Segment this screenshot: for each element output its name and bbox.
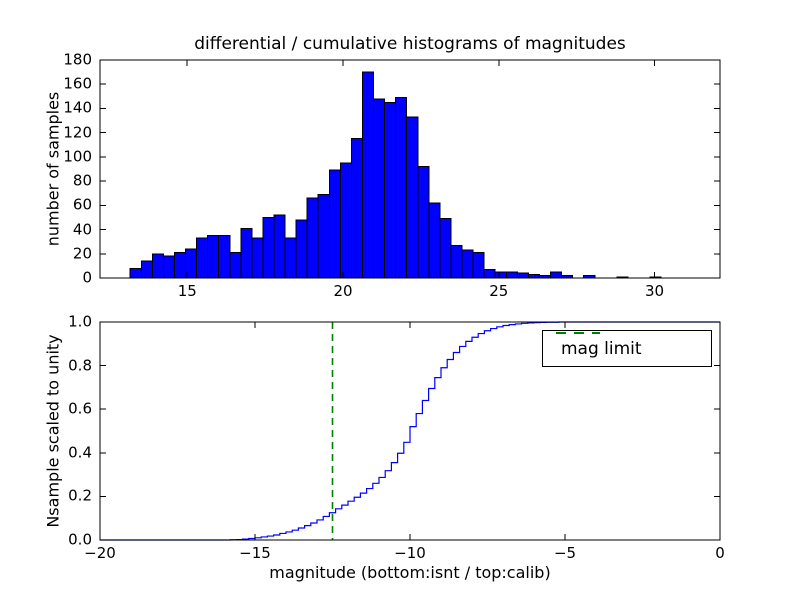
y-tick-label: 0 <box>82 268 92 287</box>
histogram-bar <box>428 202 441 279</box>
x-tick-label: −10 <box>394 544 426 562</box>
histogram-bar <box>384 101 397 279</box>
histogram-bar <box>339 162 352 279</box>
y-tick-label: 160 <box>63 74 92 93</box>
histogram-bar <box>494 271 507 279</box>
legend-box: mag limit <box>542 330 712 367</box>
x-tick-label: 15 <box>177 282 197 300</box>
x-tick-label: −15 <box>239 544 271 562</box>
x-tick-label: −5 <box>553 544 577 562</box>
histogram-bar <box>140 260 153 279</box>
histogram-bar <box>151 253 164 279</box>
histogram-bar <box>295 219 308 279</box>
histogram-bar <box>461 249 474 279</box>
x-axis-label: magnitude (bottom:isnt / top:calib) <box>269 563 551 582</box>
histogram-bar <box>472 252 485 279</box>
histogram-bar <box>373 98 386 279</box>
histogram-bar <box>505 271 518 279</box>
x-tick-label: −20 <box>84 544 116 562</box>
histogram-bar <box>284 237 297 279</box>
y-tick-label: 80 <box>72 171 92 190</box>
histogram-bar <box>273 214 286 279</box>
y-tick-label: 60 <box>72 195 92 214</box>
bottom-cdf-axes <box>99 321 721 541</box>
histogram-bar <box>328 169 341 279</box>
histogram-bar <box>483 269 496 279</box>
y-tick-label: 0.0 <box>68 530 92 549</box>
histogram-bar <box>240 227 253 279</box>
histogram-bar <box>229 252 242 279</box>
y-tick-label: 0.4 <box>68 443 92 462</box>
histogram-bar <box>417 166 430 279</box>
histogram-bar <box>173 252 187 279</box>
histogram-bar <box>196 237 209 279</box>
mag-limit-dash-sample-icon <box>556 332 600 334</box>
y-tick-label: 120 <box>63 123 92 142</box>
x-tick-label: 25 <box>489 282 509 300</box>
y-tick-label: 0.2 <box>68 486 92 505</box>
y-tick-label: 0.6 <box>68 399 92 418</box>
histogram-bar <box>162 255 175 279</box>
x-tick-label: 0 <box>715 544 725 562</box>
cumulative-curve <box>100 321 720 541</box>
y-tick-label: 100 <box>63 147 92 166</box>
histogram-bar <box>350 138 363 279</box>
y-tick-label: 40 <box>72 220 92 239</box>
y-tick-label: 140 <box>63 98 92 117</box>
histogram-bar <box>406 116 419 279</box>
x-tick-label: 30 <box>645 282 665 300</box>
histogram-bar <box>207 235 220 279</box>
y-tick-label: 20 <box>72 244 92 263</box>
histogram-bar <box>361 71 375 279</box>
histogram-bar <box>550 271 563 279</box>
histogram-bar <box>516 272 529 279</box>
top-histogram-axes <box>99 59 721 279</box>
histogram-bar <box>439 218 452 279</box>
histogram-bar <box>395 97 408 279</box>
histogram-bar <box>306 197 319 279</box>
histogram-bars <box>129 71 662 279</box>
histogram-bar <box>129 267 142 279</box>
figure-title: differential / cumulative histograms of … <box>194 34 626 54</box>
y-tick-label: 180 <box>63 50 92 69</box>
tick-marks <box>100 59 720 279</box>
histogram-bar <box>251 237 264 279</box>
y-tick-label: 1.0 <box>68 312 92 331</box>
histogram-bar <box>317 193 330 279</box>
y-tick-label: 0.8 <box>68 356 92 375</box>
histogram-bar <box>527 273 540 279</box>
x-tick-label: 20 <box>333 282 353 300</box>
legend-label: mag limit <box>561 338 642 359</box>
tick-marks <box>99 321 721 541</box>
histogram-bar <box>262 216 275 279</box>
histogram-bar <box>450 244 463 279</box>
histogram-bar <box>218 235 231 279</box>
